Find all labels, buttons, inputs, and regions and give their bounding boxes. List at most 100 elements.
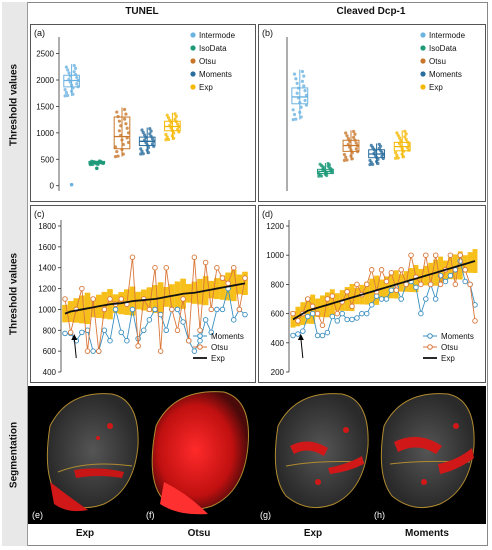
column-header-right: Cleaved Dcp-1	[336, 6, 406, 17]
legend-marker-moments	[420, 71, 426, 77]
point-otsu	[344, 288, 350, 295]
point-moments	[150, 137, 155, 141]
point-otsu	[79, 285, 85, 292]
point-moments	[295, 331, 301, 337]
footer-label-f: Otsu	[187, 528, 211, 539]
legend-label-intermode: Intermode	[199, 31, 236, 40]
point-moments	[329, 313, 336, 320]
point-moments	[314, 332, 321, 339]
y-tick-label: 800	[43, 326, 57, 335]
footer-label-h: Moments	[405, 528, 449, 539]
outlier-isodata	[95, 166, 99, 171]
point-exp	[166, 116, 171, 120]
point-otsu	[349, 148, 353, 152]
point-moments	[139, 147, 143, 151]
point-otsu	[107, 296, 113, 302]
panel-b: (b) Intermode IsoData Otsu Moments Exp	[258, 24, 486, 202]
point-intermode	[76, 85, 80, 89]
point-otsu	[348, 139, 352, 143]
point-intermode	[68, 80, 72, 84]
point-otsu	[334, 310, 341, 317]
linechart-d: (d) 200 400 600 800 1000 1200 Moments Otsu Exp	[262, 209, 478, 377]
row-label-sidebar	[2, 2, 28, 546]
legend-marker-otsu	[427, 344, 433, 350]
point-exp	[399, 144, 403, 148]
point-exp	[168, 123, 172, 128]
point-otsu	[62, 296, 68, 302]
point-isodata	[330, 168, 334, 172]
point-otsu	[125, 136, 129, 140]
point-moments	[139, 152, 143, 156]
point-otsu	[329, 293, 336, 299]
point-intermode	[75, 75, 79, 80]
point-otsu	[368, 267, 375, 273]
point-otsu	[437, 281, 444, 288]
y-tick-label: 1200	[266, 222, 284, 231]
point-moments	[418, 310, 424, 317]
point-otsu	[90, 296, 96, 302]
legend-label-exp: Exp	[199, 83, 213, 92]
point-moments	[197, 337, 203, 344]
point-otsu	[388, 269, 395, 276]
point-intermode	[70, 89, 74, 93]
point-exp	[395, 131, 399, 135]
point-moments	[398, 296, 404, 302]
series-line-exp	[292, 260, 476, 321]
point-otsu	[356, 144, 360, 148]
point-isodata	[319, 174, 324, 178]
point-moments	[140, 149, 144, 153]
linechart-c: (c) 400 600 800 1000 1200 1400 1600 1800 Moments O…	[34, 209, 248, 377]
point-moments	[107, 337, 113, 344]
point-otsu	[219, 275, 226, 281]
point-intermode	[299, 105, 303, 109]
legend-label-exp: Exp	[429, 83, 443, 92]
disc-e	[46, 393, 139, 512]
point-moments	[364, 310, 370, 317]
point-otsu	[118, 296, 124, 302]
point-otsu	[242, 275, 248, 281]
point-moments	[349, 316, 355, 323]
point-exp	[166, 137, 171, 142]
seg-label-g: (g)	[260, 510, 271, 520]
point-otsu	[418, 281, 424, 288]
panel-label: (d)	[262, 209, 273, 219]
legend-label-otsu: Otsu	[429, 57, 446, 66]
legend-label-intermode: Intermode	[429, 31, 466, 40]
point-moments	[149, 134, 153, 138]
point-otsu	[408, 252, 414, 258]
point-otsu	[84, 348, 91, 354]
point-moments	[146, 151, 151, 155]
point-exp	[401, 149, 406, 153]
point-isodata	[93, 160, 98, 164]
point-moments	[230, 317, 237, 323]
point-moments	[319, 332, 326, 339]
point-moments	[242, 311, 248, 318]
point-moments	[309, 310, 316, 317]
point-otsu	[67, 329, 74, 336]
point-otsu	[116, 154, 120, 158]
point-exp	[165, 135, 169, 139]
point-otsu	[452, 281, 459, 288]
panel-a: (a) 0 500 1000 1500 2000 2500 Intermode IsoData O…	[30, 24, 256, 202]
y-tick-label: 2000	[36, 76, 54, 85]
point-intermode	[66, 93, 70, 98]
point-otsu	[467, 281, 473, 288]
point-moments	[141, 130, 145, 135]
point-intermode	[304, 93, 309, 97]
point-intermode	[303, 89, 307, 93]
point-otsu	[120, 138, 124, 142]
panel-label: (b)	[262, 28, 273, 38]
point-otsu	[352, 135, 356, 139]
point-intermode	[304, 103, 309, 107]
point-exp	[404, 132, 408, 136]
point-moments	[371, 162, 375, 166]
series-line-exp	[64, 282, 246, 315]
point-otsu	[354, 281, 360, 288]
y-tick-label: 1000	[36, 129, 54, 138]
point-moments	[339, 310, 345, 317]
legend-label-moments: Moments	[199, 70, 232, 79]
point-exp	[405, 140, 410, 144]
point-intermode	[64, 65, 68, 69]
point-otsu	[314, 310, 321, 317]
point-otsu	[393, 287, 400, 293]
